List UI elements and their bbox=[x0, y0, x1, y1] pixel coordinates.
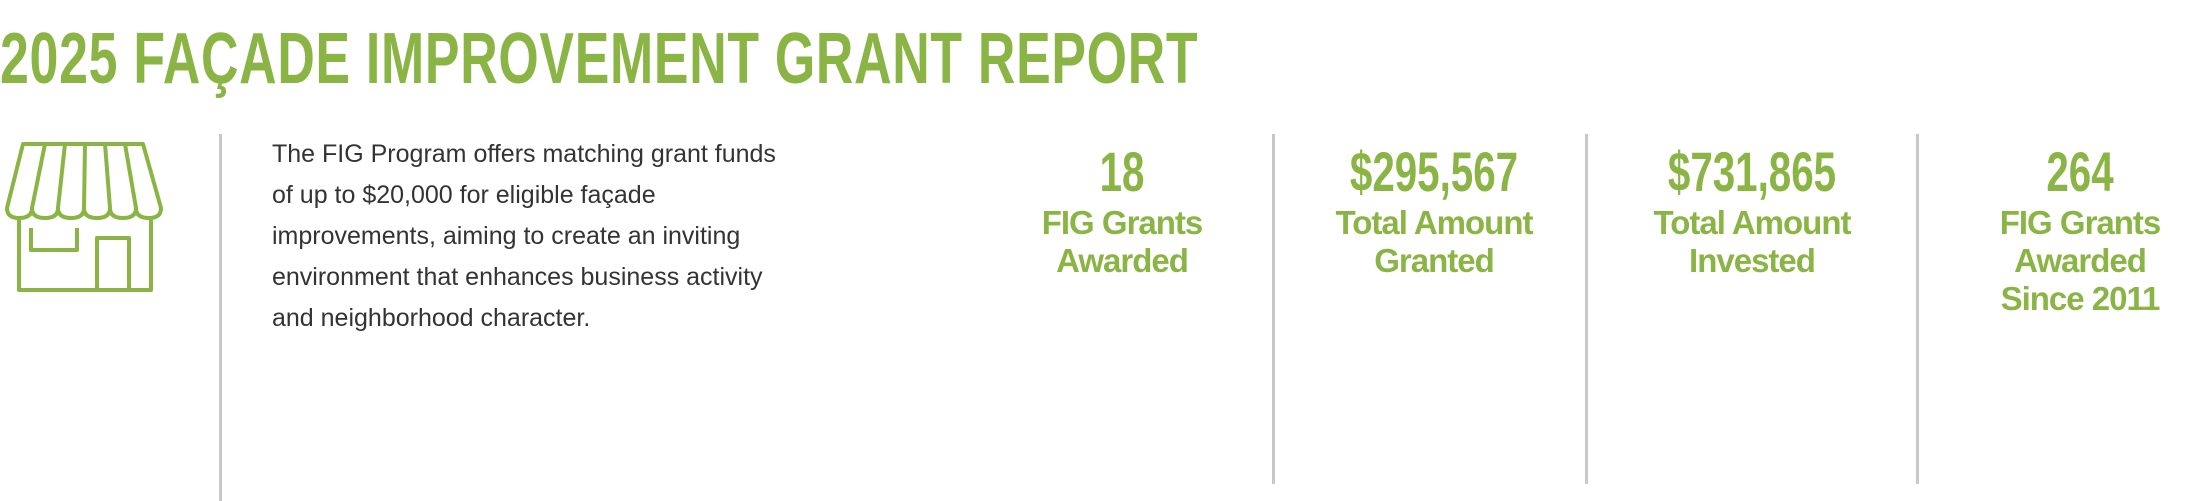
stat-value: 18 bbox=[1099, 140, 1145, 203]
stat-label: Total Amount bbox=[1653, 204, 1852, 241]
stat-label: Since 2011 bbox=[2000, 280, 2161, 317]
stat-label: Invested bbox=[1689, 242, 1816, 279]
stat: 18 FIG Grants Awarded bbox=[972, 140, 1272, 280]
divider bbox=[1272, 134, 1275, 484]
stat-value: $295,567 bbox=[1349, 140, 1519, 203]
stat-label: Granted bbox=[1374, 242, 1495, 279]
title: 2025 FAÇADE IMPROVEMENT GRANT REPORT bbox=[0, 19, 1199, 99]
stat: $295,567 Total Amount Granted bbox=[1284, 140, 1584, 280]
divider bbox=[1585, 134, 1588, 484]
stat-label: FIG Grants bbox=[1999, 204, 2162, 241]
stat-label: Awarded bbox=[1056, 242, 1189, 279]
stat: $731,865 Total Amount Invested bbox=[1602, 140, 1902, 280]
stat-label: FIG Grants bbox=[1041, 204, 1204, 241]
stat-value: 264 bbox=[2046, 140, 2114, 203]
stat-label: Awarded bbox=[2014, 242, 2147, 279]
stat-value: $731,865 bbox=[1667, 140, 1837, 203]
stat-label: Total Amount bbox=[1335, 204, 1534, 241]
stat: 264 FIG Grants Awarded Since 2011 bbox=[1930, 140, 2200, 318]
divider bbox=[219, 134, 222, 501]
storefront-icon bbox=[5, 142, 163, 292]
intro-text: The FIG Program offers matching grant fu… bbox=[272, 140, 776, 332]
divider bbox=[1916, 134, 1919, 484]
